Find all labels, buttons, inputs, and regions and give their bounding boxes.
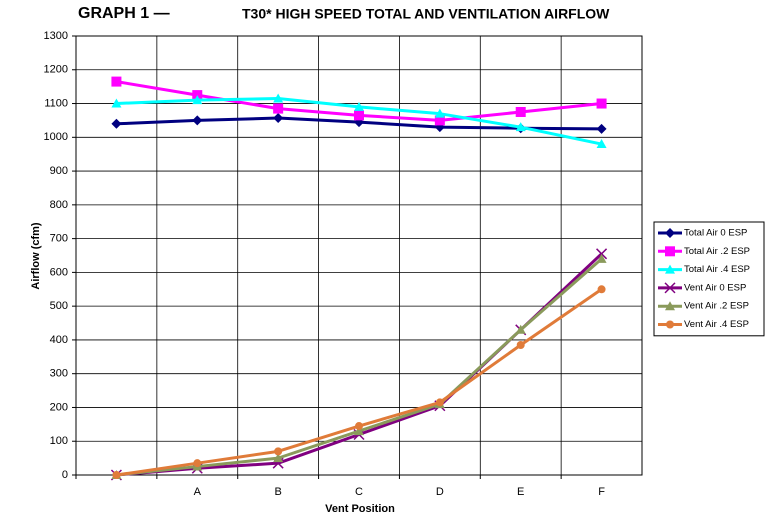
x-tick-label: A	[194, 486, 202, 498]
marker	[515, 122, 526, 132]
marker	[515, 106, 526, 117]
x-tick-label: C	[355, 486, 363, 498]
y-tick-label: 100	[50, 435, 68, 447]
y-tick-label: 1100	[44, 97, 68, 109]
marker	[193, 459, 202, 468]
y-tick-label: 1300	[44, 30, 68, 42]
marker	[112, 471, 121, 479]
marker	[192, 95, 203, 105]
y-tick-label: 800	[50, 199, 68, 211]
y-tick-label: 200	[50, 401, 68, 413]
y-tick-label: 1200	[44, 64, 68, 76]
marker	[515, 324, 526, 334]
marker	[596, 139, 607, 149]
marker	[273, 113, 284, 124]
marker	[273, 93, 284, 103]
marker	[192, 115, 203, 126]
marker	[192, 90, 203, 101]
chart-subtitle: T30* HIGH SPEED TOTAL AND VENTILATION AI…	[242, 6, 610, 22]
marker	[111, 118, 122, 129]
y-tick-label: 500	[50, 300, 68, 312]
y-tick-label: 0	[62, 469, 68, 481]
y-axis-label: Airflow (cfm)	[30, 222, 42, 290]
marker	[665, 228, 675, 238]
marker	[664, 282, 676, 294]
y-tick-label: 1000	[44, 131, 68, 143]
y-tick-label: 600	[50, 266, 68, 278]
x-tick-label: B	[274, 486, 281, 498]
marker	[596, 248, 608, 260]
chart-title: GRAPH 1 —	[78, 5, 170, 22]
x-tick-label: F	[598, 486, 605, 498]
marker	[434, 108, 445, 118]
marker	[111, 98, 122, 108]
marker	[597, 285, 606, 294]
marker	[516, 340, 525, 349]
marker	[434, 115, 445, 126]
marker	[354, 426, 364, 436]
marker	[596, 253, 607, 263]
marker	[665, 246, 675, 257]
legend-label: Vent Air .2 ESP	[684, 301, 749, 312]
marker	[354, 101, 364, 111]
y-tick-label: 700	[50, 233, 68, 245]
marker	[354, 110, 364, 121]
x-tick-label: D	[436, 486, 444, 498]
legend-label: Vent Air .4 ESP	[684, 319, 749, 330]
y-tick-label: 900	[50, 165, 68, 177]
legend-label: Total Air .2 ESP	[684, 246, 750, 257]
legend-label: Total Air 0 ESP	[684, 228, 747, 239]
legend-label: Vent Air 0 ESP	[684, 282, 746, 293]
x-axis-label: Vent Position	[325, 503, 395, 515]
legend-box	[653, 221, 765, 337]
marker	[435, 398, 444, 407]
marker	[665, 264, 675, 274]
y-tick-label: 400	[50, 334, 68, 346]
marker	[111, 76, 122, 87]
legend-label: Total Air .4 ESP	[684, 264, 750, 275]
marker	[274, 447, 283, 456]
x-tick-label: E	[517, 486, 524, 498]
marker	[273, 103, 284, 114]
marker	[666, 320, 674, 329]
marker	[273, 453, 284, 463]
y-tick-label: 300	[50, 368, 68, 380]
marker	[596, 98, 607, 109]
marker	[596, 123, 607, 134]
marker	[355, 422, 363, 431]
legend: Total Air 0 ESP Total Air .2 ESP Total Air…	[653, 221, 765, 337]
marker	[665, 301, 675, 311]
